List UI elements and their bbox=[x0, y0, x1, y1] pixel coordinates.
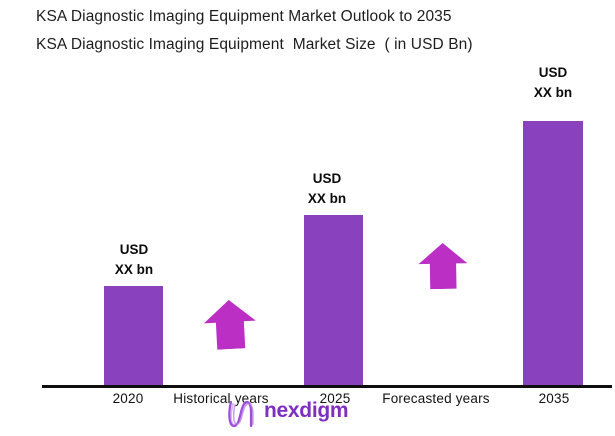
x-tick-2035: 2035 bbox=[538, 391, 570, 406]
bar-value-label-2020: USD XX bn bbox=[98, 240, 170, 280]
bar-value-label-2035: USD XX bn bbox=[517, 63, 589, 103]
bar-2025 bbox=[304, 215, 363, 385]
bar-value-line2: XX bn bbox=[307, 191, 347, 206]
nexdigm-logo: nexdigm bbox=[226, 396, 349, 434]
nexdigm-logo-text: nexdigm bbox=[264, 399, 349, 422]
x-tick-2020: 2020 bbox=[112, 391, 144, 406]
x-axis-line bbox=[42, 385, 612, 388]
bar-value-label-2025: USD XX bn bbox=[291, 169, 363, 209]
bar-2020 bbox=[104, 286, 163, 385]
growth-arrow-icon bbox=[418, 243, 469, 290]
chart-subtitle: KSA Diagnostic Imaging Equipment Market … bbox=[36, 36, 473, 53]
bar-value-line2: XX bn bbox=[114, 262, 154, 277]
bar-value-line1: USD bbox=[538, 65, 568, 80]
bar-2035 bbox=[523, 121, 583, 385]
x-tick-2025: 2025 bbox=[319, 391, 351, 406]
chart-title: KSA Diagnostic Imaging Equipment Market … bbox=[36, 8, 452, 25]
bar-value-line1: USD bbox=[119, 242, 149, 257]
nexdigm-logo-icon bbox=[228, 400, 254, 428]
bar-value-line1: USD bbox=[312, 171, 342, 186]
growth-arrow-icon bbox=[203, 299, 257, 351]
bar-value-line2: XX bn bbox=[533, 85, 573, 100]
forecasted-years-label: Forecasted years bbox=[382, 391, 490, 406]
